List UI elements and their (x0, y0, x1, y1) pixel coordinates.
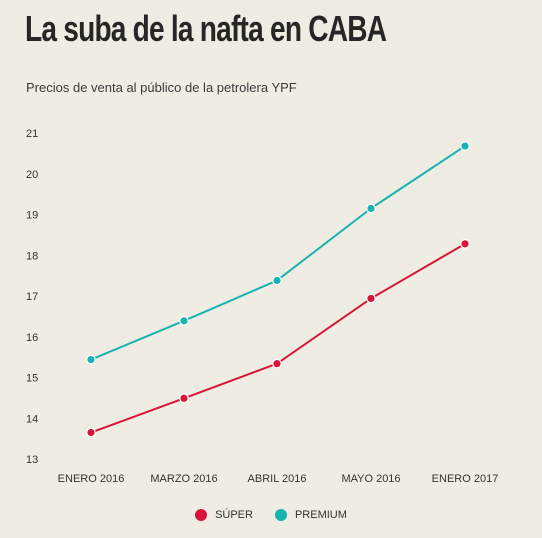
y-tick-label: 15 (26, 373, 38, 385)
y-tick-label: 21 (26, 128, 38, 140)
data-point (366, 203, 376, 214)
y-tick-label: 19 (26, 210, 38, 222)
x-tick-label: ABRIL 2016 (248, 473, 307, 485)
data-point (272, 275, 282, 286)
y-tick-label: 13 (26, 454, 38, 466)
x-tick-label: MARZO 2016 (150, 473, 217, 485)
data-point (179, 316, 189, 326)
data-point (272, 358, 282, 369)
y-tick-label: 17 (26, 291, 38, 303)
data-point (460, 141, 470, 151)
y-tick-label: 16 (26, 332, 38, 344)
x-tick-label: ENERO 2016 (58, 473, 125, 485)
y-tick-label: 14 (26, 413, 38, 425)
data-point (366, 293, 376, 304)
legend: SÚPER PREMIUM (0, 509, 542, 521)
chart-subtitle: Precios de venta al público de la petrol… (26, 80, 297, 95)
chart-title: La suba de la nafta en CABA (25, 8, 387, 49)
legend-marker-premium (274, 509, 287, 521)
x-tick-label: ENERO 2017 (432, 473, 499, 485)
legend-item-premium: PREMIUM (274, 509, 347, 521)
x-tick-label: MAYO 2016 (341, 473, 400, 485)
series-line-1 (90, 145, 466, 361)
legend-item-super: SÚPER (195, 509, 253, 521)
data-point (460, 239, 470, 249)
y-tick-label: 18 (26, 250, 38, 262)
data-point (86, 427, 96, 438)
legend-label-premium: PREMIUM (294, 509, 347, 521)
series-line-0 (90, 242, 466, 434)
data-point (86, 354, 96, 365)
legend-marker-super (195, 509, 208, 521)
data-point (179, 393, 189, 404)
legend-label-super: SÚPER (215, 509, 253, 521)
y-tick-label: 20 (26, 169, 38, 181)
